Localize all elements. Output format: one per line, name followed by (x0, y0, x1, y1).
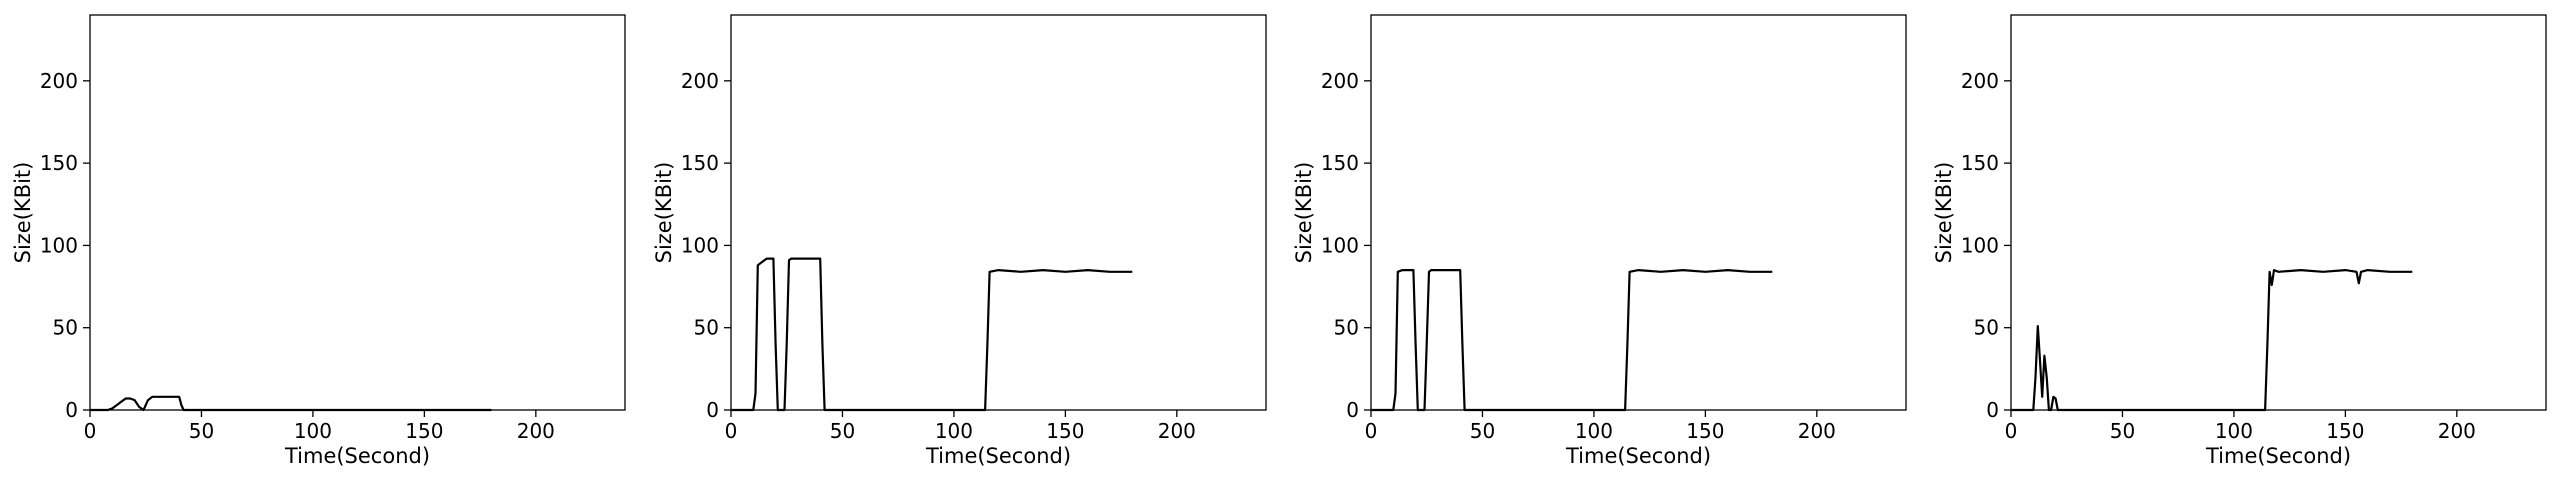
x-tick-label: 100 (2215, 419, 2253, 443)
y-tick-label: 100 (40, 233, 78, 257)
x-tick-label: 200 (517, 419, 555, 443)
x-tick-label: 0 (725, 419, 738, 443)
y-tick-label: 150 (681, 151, 719, 175)
x-tick-label: 50 (189, 419, 214, 443)
series-line-1 (731, 257, 1133, 412)
chart-panel-2: 0 50 100 150 200 0 50 100 150 200 Time(Second) Size… (652, 14, 1267, 468)
x-tick-label: 0 (84, 419, 97, 443)
series-line-1 (1371, 269, 1773, 412)
x-tick-label: 50 (830, 419, 855, 443)
x-tick-label: 0 (2005, 419, 2018, 443)
y-axis-label: Size(KBit) (11, 162, 35, 264)
y-tick-label: 200 (681, 69, 719, 93)
y-tick-label: 150 (40, 151, 78, 175)
y-tick-label: 0 (65, 398, 78, 422)
x-tick-label: 100 (294, 419, 332, 443)
series-line-1 (90, 395, 492, 412)
x-tick-label: 150 (1046, 419, 1084, 443)
chart-panel-1: 0 50 100 150 200 0 50 100 150 200 Time(Second) Size… (11, 14, 626, 468)
x-axis-label: Time(Second) (284, 444, 430, 468)
x-axis-label: Time(Second) (1565, 444, 1711, 468)
y-tick-label: 0 (1986, 398, 1999, 422)
series-line-1 (2011, 269, 2413, 412)
y-tick-label: 150 (1321, 151, 1359, 175)
x-axis-label: Time(Second) (2205, 444, 2351, 468)
y-tick-label: 50 (1974, 316, 1999, 340)
x-tick-label: 150 (405, 419, 443, 443)
y-axis-label: Size(KBit) (1932, 162, 1956, 264)
y-tick-label: 200 (40, 69, 78, 93)
y-tick-label: 200 (1321, 69, 1359, 93)
x-tick-label: 100 (935, 419, 973, 443)
x-tick-label: 200 (1158, 419, 1196, 443)
y-tick-label: 0 (1346, 398, 1359, 422)
y-axis-label: Size(KBit) (652, 162, 676, 264)
plot-frame (730, 14, 1267, 411)
y-tick-label: 50 (53, 316, 78, 340)
x-tick-label: 200 (2438, 419, 2476, 443)
plot-frame (2010, 14, 2547, 411)
y-tick-label: 100 (1961, 233, 1999, 257)
chart-panel-4: 0 50 100 150 200 0 50 100 150 200 Time(Second) Size… (1932, 14, 2547, 468)
y-tick-label: 100 (681, 233, 719, 257)
y-tick-label: 50 (1334, 316, 1359, 340)
x-tick-label: 150 (2326, 419, 2364, 443)
x-tick-label: 0 (1365, 419, 1378, 443)
chart-panel-3: 0 50 100 150 200 0 50 100 150 200 Time(Second) Size… (1292, 14, 1907, 468)
y-tick-label: 150 (1961, 151, 1999, 175)
y-tick-label: 200 (1961, 69, 1999, 93)
x-tick-label: 200 (1798, 419, 1836, 443)
y-tick-label: 0 (706, 398, 719, 422)
x-axis-label: Time(Second) (925, 444, 1071, 468)
y-tick-label: 50 (694, 316, 719, 340)
x-tick-label: 100 (1575, 419, 1613, 443)
plot-frame (89, 14, 626, 411)
x-tick-label: 150 (1686, 419, 1724, 443)
plot-frame (1370, 14, 1907, 411)
y-axis-label: Size(KBit) (1292, 162, 1316, 264)
x-tick-label: 50 (2110, 419, 2135, 443)
y-tick-label: 100 (1321, 233, 1359, 257)
x-tick-label: 50 (1470, 419, 1495, 443)
